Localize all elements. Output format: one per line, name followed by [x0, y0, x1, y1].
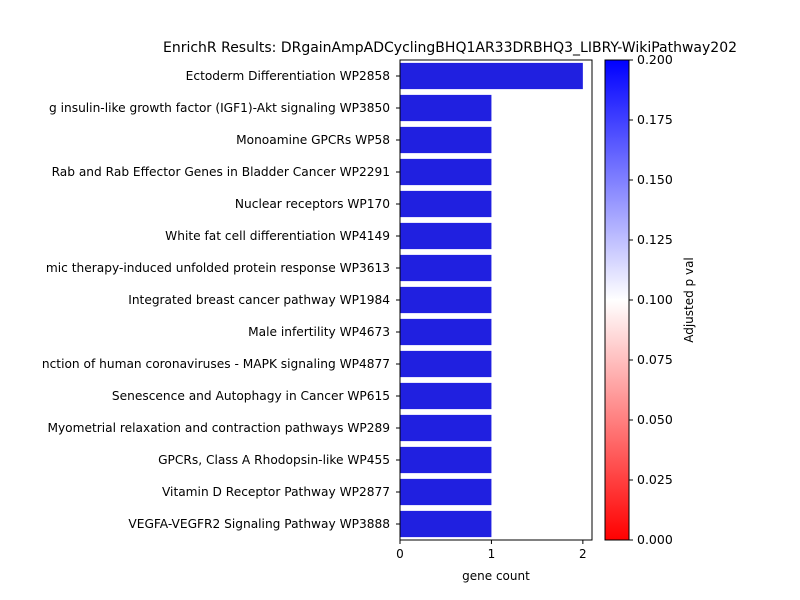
colorbar-gradient: [604, 59, 630, 541]
colorbar-label: Adjusted p val: [682, 257, 696, 343]
colorbar-tick-label: 0.100: [637, 292, 673, 307]
colorbar-tick-label: 0.075: [637, 352, 673, 367]
bar: [400, 446, 492, 474]
colorbar-tick-label: 0.050: [637, 412, 673, 427]
colorbar-ticks: 0.000 0.025 0.050 0.075 0.100 0.125 0.150 0.175…: [629, 52, 673, 547]
y-tick-label: mic therapy-induced unfolded protein res…: [46, 261, 390, 275]
chart-title: EnrichR Results: DRgainAmpADCyclingBHQ1A…: [163, 40, 737, 56]
bar: [400, 478, 492, 506]
x-axis-label: gene count: [462, 569, 530, 583]
x-axis: 0 1 2: [396, 540, 587, 561]
y-tick-label: Nuclear receptors WP170: [235, 197, 390, 211]
bar: [400, 350, 492, 378]
colorbar-tick-label: 0.150: [637, 172, 673, 187]
colorbar-tick-label: 0.175: [637, 112, 673, 127]
y-tick-label: Myometrial relaxation and contraction pa…: [47, 421, 390, 435]
bar: [400, 190, 492, 218]
y-tick-label: Ectoderm Differentiation WP2858: [186, 69, 390, 83]
y-tick-label: Senescence and Autophagy in Cancer WP615: [112, 389, 390, 403]
y-tick-label: VEGFA-VEGFR2 Signaling Pathway WP3888: [128, 517, 390, 531]
colorbar-tick-label: 0.125: [637, 232, 673, 247]
colorbar: 0.000 0.025 0.050 0.075 0.100 0.125 0.150 0.175…: [604, 52, 696, 547]
x-tick-label: 0: [396, 547, 404, 561]
bar: [400, 318, 492, 346]
bars-layer: [400, 62, 583, 538]
y-tick-label: GPCRs, Class A Rhodopsin-like WP455: [158, 453, 390, 467]
bar: [400, 254, 492, 282]
y-tick-label: White fat cell differentiation WP4149: [165, 229, 390, 243]
y-tick-label: g insulin-like growth factor (IGF1)-Akt …: [49, 101, 390, 115]
colorbar-tick-label: 0.000: [637, 532, 673, 547]
colorbar-tick-label: 0.025: [637, 472, 673, 487]
plot-frame: [399, 59, 593, 541]
bar: [400, 414, 492, 442]
y-tick-label: Male infertility WP4673: [248, 325, 390, 339]
bar: [400, 126, 492, 154]
colorbar-tick-label: 0.200: [637, 52, 673, 67]
y-tick-label: Integrated breast cancer pathway WP1984: [128, 293, 390, 307]
bar: [400, 222, 492, 250]
bar: [400, 158, 492, 186]
bar: [400, 510, 492, 538]
x-tick-label: 2: [579, 547, 587, 561]
y-tick-label: Rab and Rab Effector Genes in Bladder Ca…: [52, 165, 390, 179]
y-tick-label: nction of human coronaviruses - MAPK sig…: [42, 357, 390, 371]
y-tick-labels: Ectoderm Differentiation WP2858 g insulin…: [42, 69, 400, 531]
y-tick-label: Vitamin D Receptor Pathway WP2877: [162, 485, 390, 499]
bar: [400, 62, 583, 90]
y-tick-label: Monoamine GPCRs WP58: [236, 133, 390, 147]
bar: [400, 286, 492, 314]
bar: [400, 382, 492, 410]
bar: [400, 94, 492, 122]
x-tick-label: 1: [488, 547, 496, 561]
